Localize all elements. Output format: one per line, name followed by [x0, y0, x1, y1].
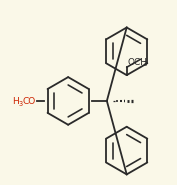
Text: OCH: OCH — [128, 58, 148, 67]
Text: H: H — [13, 97, 19, 106]
Text: CO: CO — [22, 97, 35, 106]
Text: 3: 3 — [142, 61, 147, 67]
Text: 3: 3 — [18, 101, 22, 107]
